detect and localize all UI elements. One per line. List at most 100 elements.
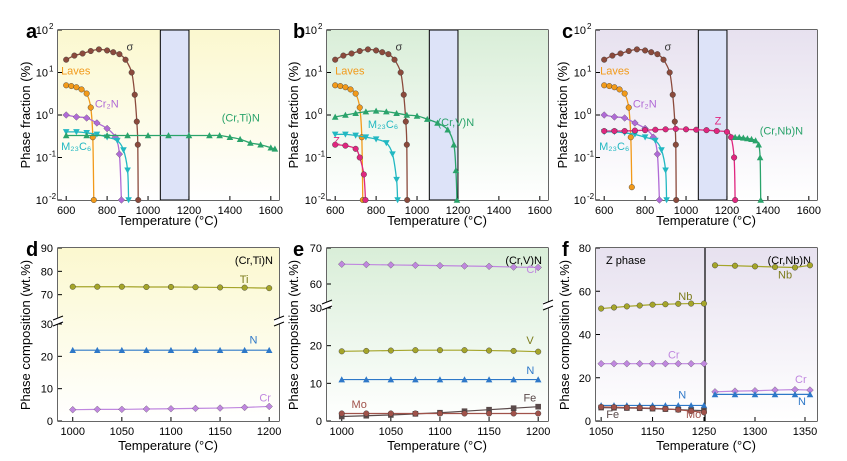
data-point-mn — [752, 137, 759, 144]
data-point-m23c6 — [362, 134, 370, 141]
data-point-v — [510, 347, 517, 354]
data-point-n — [362, 376, 370, 383]
data-point-cr2n — [83, 114, 91, 122]
data-point-nb — [712, 262, 719, 269]
data-point-cr2n — [117, 196, 126, 204]
panel-a-letter: a — [26, 21, 38, 43]
y-tick-label: 80 — [579, 243, 591, 255]
panel-a-series: σ Laves Cr₂N M₂₃C₆ (Cr,Ti)N — [61, 41, 279, 204]
data-point-ti — [118, 283, 125, 290]
x-tick-label: 1600 — [797, 205, 821, 217]
x-tick-label: 1150 — [641, 426, 665, 438]
data-point-m23c6 — [125, 197, 132, 204]
series-label-n: N — [526, 365, 534, 377]
series-label-mn: (Cr,V)N — [438, 117, 475, 129]
data-point-sigma — [379, 49, 386, 56]
data-point-cr — [687, 360, 695, 368]
data-point-cr2n — [72, 113, 81, 121]
data-point-cr2n — [62, 111, 70, 119]
series-label-nb: Nb — [778, 269, 792, 281]
data-point-laves — [611, 84, 618, 91]
axis-break-gap — [322, 302, 332, 308]
data-point-cr — [510, 263, 518, 271]
data-point-sigma — [666, 69, 673, 76]
data-point-sigma — [625, 48, 632, 55]
series-mn: (Cr,V)N — [331, 107, 475, 203]
data-point-sigma — [87, 48, 94, 55]
series-label-cr: Cr — [526, 264, 538, 276]
data-point-v — [461, 347, 468, 354]
data-point-mn — [352, 109, 359, 117]
x-tick-label: 600 — [595, 205, 613, 217]
y-tick-label: 20 — [41, 351, 53, 363]
data-point-cr2n — [600, 111, 608, 119]
series-n: N — [338, 365, 542, 383]
data-point-laves — [628, 184, 635, 191]
panel-f-axes: 0 20 40 60 80 1050 1150 1250 1300 1350 Z phase (Cr,… — [579, 243, 817, 438]
data-point-z — [352, 145, 359, 152]
series-label-n: N — [250, 334, 258, 346]
phase-annotation: (Cr,Ti)N — [235, 255, 273, 267]
series-cr: Cr — [338, 260, 542, 276]
data-point-mn — [403, 111, 411, 118]
series-left-cr: Cr — [597, 349, 708, 368]
panel-c-xlabel: Temperature (°C) — [656, 213, 756, 228]
series-sigma: σ — [332, 41, 411, 203]
data-point-mo — [510, 410, 517, 417]
series-mn: (Cr,Nb)N — [731, 125, 803, 203]
data-point-sigma — [135, 196, 142, 203]
series-cr2n: Cr₂N — [62, 99, 126, 204]
data-point-laves — [78, 86, 85, 93]
data-point-laves — [68, 83, 75, 90]
data-point-n — [241, 346, 248, 353]
data-point-cr2n — [621, 114, 629, 122]
data-point-nb — [732, 262, 739, 269]
y-tick-exponent: 2 — [318, 22, 323, 31]
series-left-nb: Nb — [598, 291, 707, 312]
panel-f-xlabel: Temperature (°C) — [656, 438, 756, 453]
x-tick-label: 1200 — [526, 426, 550, 438]
data-point-m23c6 — [372, 136, 380, 143]
shaded-temperature-range — [159, 29, 190, 201]
y-tick-exponent: 1 — [587, 65, 592, 74]
series-right-nb: Nb — [712, 262, 814, 281]
y-tick-label: 10 — [305, 195, 317, 207]
data-point-ti — [69, 283, 76, 290]
y-tick-label: 60 — [310, 279, 322, 291]
data-point-sigma — [633, 46, 640, 53]
data-point-mn — [755, 141, 762, 148]
series-label-ti: Ti — [240, 274, 249, 286]
data-point-mo — [636, 404, 643, 411]
data-point-mn — [383, 108, 390, 115]
y-tick-exponent: -1 — [318, 150, 326, 159]
y-tick-label: 10 — [574, 68, 586, 80]
data-point-m23c6 — [331, 131, 339, 138]
x-tick-label: 1250 — [692, 426, 716, 438]
y-tick-label: 10 — [305, 110, 317, 122]
data-point-sigma — [673, 196, 680, 203]
x-tick-label: 1000 — [674, 205, 698, 217]
data-point-nb — [662, 301, 669, 308]
data-point-mo — [649, 405, 656, 412]
panel-a-xlabel: Temperature (°C) — [118, 213, 218, 228]
data-point-mo — [610, 404, 617, 411]
series-laves: Laves — [600, 65, 635, 191]
x-tick-label: 800 — [98, 205, 116, 217]
data-point-mn — [247, 139, 254, 146]
shaded-temperature-range — [697, 29, 728, 201]
series-right-n: N — [711, 391, 814, 408]
data-point-sigma — [110, 49, 117, 56]
data-point-mn — [216, 132, 223, 139]
series-z: Z — [601, 115, 739, 203]
data-point-mo — [623, 404, 630, 411]
y-tick-label: 60 — [579, 286, 591, 298]
x-tick-label: 1350 — [793, 426, 817, 438]
data-point-fe — [486, 406, 492, 413]
data-point-ti — [241, 284, 248, 291]
x-tick-label: 600 — [57, 205, 75, 217]
x-tick-label: 1400 — [756, 205, 780, 217]
data-point-nb — [792, 264, 799, 271]
data-point-sigma — [648, 49, 655, 56]
